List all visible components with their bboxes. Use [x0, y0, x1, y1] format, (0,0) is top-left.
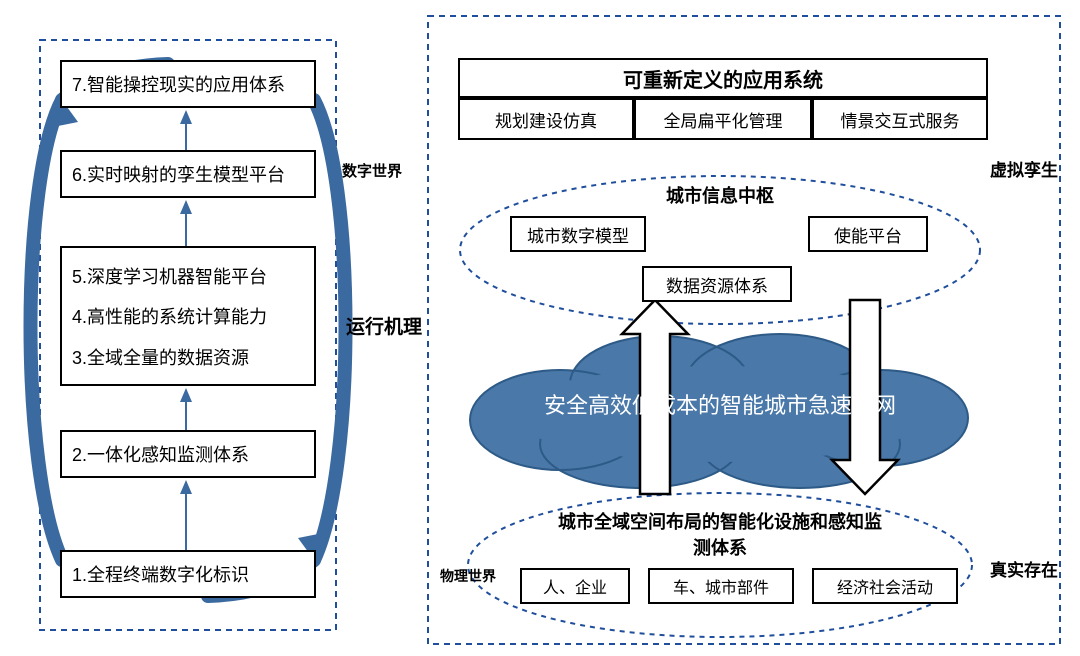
label-virtual-twin: 虚拟孪生: [990, 156, 1058, 181]
cycle-arrow-left: [31, 100, 63, 560]
left-box-3-text: 3.全域全量的数据资源: [72, 344, 249, 370]
label-digital-world: 数字世界: [342, 160, 402, 181]
left-box-1: 1.全程终端数字化标识: [60, 550, 316, 598]
left-box-2: 2.一体化感知监测体系: [60, 430, 316, 478]
left-box-5-text: 5.深度学习机器智能平台: [72, 263, 267, 289]
cloud-shape: [470, 334, 968, 488]
cycle-arrow-right: [314, 100, 346, 560]
big-arrow-up: [622, 300, 688, 494]
info-hub-box-2: 数据资源体系: [642, 266, 792, 302]
app-system-title: 可重新定义的应用系统: [623, 64, 823, 93]
facility-box-1: 车、城市部件: [648, 568, 794, 604]
left-box-1-text: 1.全程终端数字化标识: [72, 561, 249, 587]
label-mechanism: 运行机理: [346, 312, 422, 339]
facility-box-2: 经济社会活动: [812, 568, 958, 604]
app-system-col-1: 全局扁平化管理: [634, 98, 812, 140]
facility-box-0: 人、企业: [520, 568, 630, 604]
left-box-6-text: 6.实时映射的孪生模型平台: [72, 161, 285, 187]
left-box-7-text: 7.智能操控现实的应用体系: [72, 71, 285, 97]
info-hub-title: 城市信息中枢: [620, 182, 820, 208]
facility-title: 城市全域空间布局的智能化设施和感知监测体系: [550, 508, 890, 560]
label-real-exist: 真实存在: [990, 556, 1058, 581]
left-box-7: 7.智能操控现实的应用体系: [60, 60, 316, 108]
left-box-mid: 5.深度学习机器智能平台 4.高性能的系统计算能力 3.全域全量的数据资源: [60, 246, 316, 386]
left-box-2-text: 2.一体化感知监测体系: [72, 441, 249, 467]
left-box-6: 6.实时映射的孪生模型平台: [60, 150, 316, 198]
info-hub-box-0: 城市数字模型: [510, 216, 646, 252]
app-system-header: 可重新定义的应用系统: [458, 58, 988, 98]
big-arrow-down: [832, 300, 898, 494]
cloud-text: 安全高效低成本的智能城市急速专网: [520, 388, 920, 420]
app-system-col-2: 情景交互式服务: [812, 98, 988, 140]
label-physical-world: 物理世界: [440, 566, 496, 586]
app-system-col-0: 规划建设仿真: [458, 98, 634, 140]
info-hub-box-1: 使能平台: [808, 216, 928, 252]
left-box-4-text: 4.高性能的系统计算能力: [72, 303, 267, 329]
